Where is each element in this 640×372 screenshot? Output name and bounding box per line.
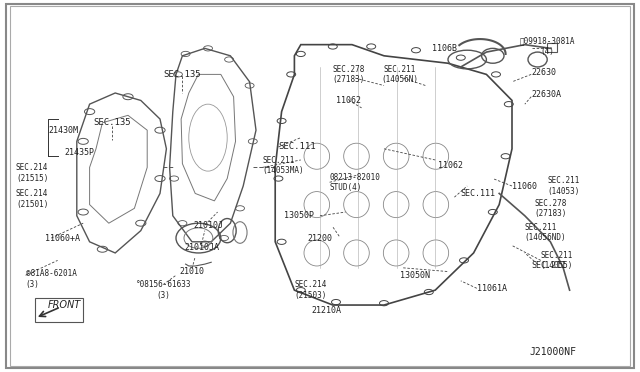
Text: J21000NF: J21000NF <box>529 347 576 356</box>
Text: ®81A8-6201A
(3): ®81A8-6201A (3) <box>26 269 76 289</box>
Text: 21010: 21010 <box>179 267 205 276</box>
Text: 13050N: 13050N <box>400 271 430 280</box>
Text: SEC.211
(14053): SEC.211 (14053) <box>547 176 580 196</box>
Text: 21210A: 21210A <box>312 306 341 315</box>
Text: SEC.135: SEC.135 <box>93 118 131 127</box>
Text: 22630A: 22630A <box>531 90 561 99</box>
Text: SEC.214
(21503): SEC.214 (21503) <box>294 280 326 300</box>
Text: 08213-82010
STUD(4): 08213-82010 STUD(4) <box>330 173 380 192</box>
Text: 11062: 11062 <box>336 96 362 105</box>
Bar <box>35 298 83 322</box>
Text: SEC.111: SEC.111 <box>461 189 496 198</box>
Text: SEC.111: SEC.111 <box>278 142 316 151</box>
Text: SEC.211
(14053MA): SEC.211 (14053MA) <box>262 156 304 175</box>
Text: 21430M: 21430M <box>48 126 78 135</box>
Text: 21435P: 21435P <box>64 148 94 157</box>
Text: 11060+A: 11060+A <box>45 234 80 243</box>
Text: SEC.278
(27183): SEC.278 (27183) <box>333 65 365 84</box>
Text: 13050P: 13050P <box>284 211 314 220</box>
Text: 11060: 11060 <box>512 182 537 190</box>
FancyBboxPatch shape <box>6 4 634 368</box>
Text: °08156-61633
(3): °08156-61633 (3) <box>136 280 191 300</box>
Text: SEC.211: SEC.211 <box>531 262 566 270</box>
Text: SEC.211
(14056N): SEC.211 (14056N) <box>381 65 419 84</box>
Text: SEC.278
(27183): SEC.278 (27183) <box>534 199 567 218</box>
Text: Ⓠ09918-3081A
(4): Ⓠ09918-3081A (4) <box>520 37 575 56</box>
Text: 11062: 11062 <box>438 161 463 170</box>
Text: 21200: 21200 <box>307 234 333 243</box>
Text: SEC.135: SEC.135 <box>164 70 201 79</box>
Text: 22630: 22630 <box>531 68 556 77</box>
Bar <box>547 43 557 52</box>
Text: 11061A: 11061A <box>477 284 507 293</box>
Text: FRONT: FRONT <box>47 300 81 310</box>
Text: SEC.214
(21515): SEC.214 (21515) <box>16 163 49 183</box>
Text: SEC.214
(21501): SEC.214 (21501) <box>16 189 49 209</box>
Text: 21010J: 21010J <box>193 221 223 230</box>
Text: 21010JA: 21010JA <box>184 243 219 252</box>
Text: SEC.211
(14055): SEC.211 (14055) <box>541 251 573 270</box>
Text: 1106B: 1106B <box>432 44 458 53</box>
Text: SEC.211
(14056ND): SEC.211 (14056ND) <box>525 223 566 242</box>
